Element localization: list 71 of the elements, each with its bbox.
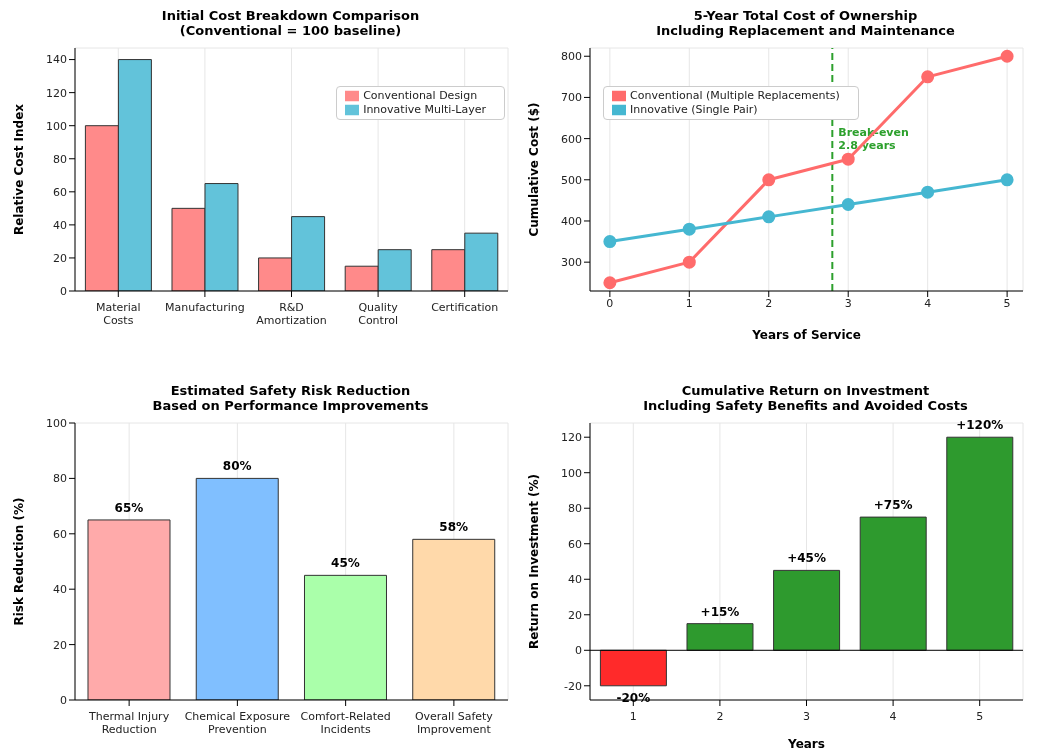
x-axis-title: Years of Service bbox=[751, 328, 861, 342]
y-axis-title: Risk Reduction (%) bbox=[12, 497, 27, 626]
y-axis-title: Return on Investment (%) bbox=[527, 473, 542, 650]
x-tick-label: 5 bbox=[1003, 296, 1011, 310]
y-tick-label: 20 bbox=[568, 608, 582, 622]
x-tick-label: Quality Control bbox=[358, 301, 399, 327]
y-tick-label: 80 bbox=[568, 502, 582, 516]
y-tick-label: 0 bbox=[60, 284, 67, 298]
data-label: +15% bbox=[700, 604, 740, 619]
y-tick-label: 80 bbox=[53, 472, 67, 486]
data-label: 45% bbox=[331, 556, 360, 571]
x-tick-label: Thermal Injury Reduction bbox=[88, 710, 170, 736]
data-label: +75% bbox=[873, 498, 913, 513]
y-tick-label: 40 bbox=[568, 573, 582, 587]
legend-label: Innovative Multi-Layer bbox=[363, 103, 486, 116]
y-tick-label: 120 bbox=[561, 431, 582, 445]
x-tick-label: 0 bbox=[606, 296, 614, 310]
x-tick-label: 4 bbox=[889, 710, 897, 723]
chart-title: Cumulative Return on Investment Including Safety Benefits and Avoided Costs bbox=[642, 383, 969, 413]
legend-label: Conventional (Multiple Replacements) bbox=[630, 89, 840, 102]
x-tick-label: Comfort-Related Incidents bbox=[300, 710, 391, 736]
y-tick-label: 100 bbox=[46, 119, 67, 133]
y-tick-label: -20 bbox=[564, 679, 582, 693]
y-axis-title: Relative Cost Index bbox=[12, 103, 27, 236]
y-tick-label: 40 bbox=[53, 583, 67, 597]
x-axis-title: Years bbox=[787, 737, 825, 751]
x-tick-label: 5 bbox=[976, 710, 984, 723]
y-axis-title: Cumulative Cost ($) bbox=[527, 102, 542, 237]
y-tick-label: 800 bbox=[561, 50, 582, 64]
data-label: 58% bbox=[439, 520, 469, 535]
y-tick-label: 20 bbox=[53, 251, 67, 265]
y-tick-label: 60 bbox=[53, 527, 67, 541]
y-tick-label: 100 bbox=[46, 416, 67, 430]
x-tick-label: Material Costs bbox=[95, 301, 141, 327]
y-tick-label: 100 bbox=[561, 466, 582, 480]
y-tick-label: 700 bbox=[561, 91, 582, 105]
x-tick-label: 1 bbox=[685, 296, 693, 310]
x-tick-label: 2 bbox=[716, 710, 724, 723]
legend-label: Conventional Design bbox=[363, 89, 478, 102]
chart-title: Initial Cost Breakdown Comparison (Conventional = 100 baseline) bbox=[160, 8, 421, 38]
data-label: 65% bbox=[114, 500, 144, 515]
chart-title: 5-Year Total Cost of Ownership Including Replacement and Maintenance bbox=[655, 8, 956, 38]
x-tick-label: Certification bbox=[431, 301, 499, 314]
y-tick-label: 0 bbox=[60, 693, 67, 707]
y-tick-label: 400 bbox=[561, 214, 582, 228]
legend-label: Innovative (Single Pair) bbox=[630, 103, 758, 116]
x-tick-label: Manufacturing bbox=[165, 301, 245, 314]
x-tick-label: 2 bbox=[765, 296, 773, 310]
x-tick-label: 3 bbox=[844, 296, 852, 310]
data-label: +120% bbox=[956, 418, 1004, 433]
x-tick-label: Overall Safety Improvement bbox=[414, 710, 494, 736]
x-tick-label: Chemical Exposure Prevention bbox=[184, 710, 291, 736]
y-tick-label: 80 bbox=[53, 152, 67, 166]
y-tick-label: 60 bbox=[568, 537, 582, 551]
y-tick-label: 500 bbox=[561, 173, 582, 187]
y-tick-label: 0 bbox=[575, 644, 582, 658]
y-tick-label: 40 bbox=[53, 218, 67, 232]
y-tick-label: 60 bbox=[53, 185, 67, 199]
x-tick-label: 1 bbox=[629, 710, 637, 723]
y-tick-label: 140 bbox=[46, 53, 67, 67]
data-label: -20% bbox=[616, 690, 651, 705]
x-tick-label: R&D Amortization bbox=[256, 301, 327, 327]
x-tick-label: 3 bbox=[803, 710, 810, 723]
chart-title: Estimated Safety Risk Reduction Based on Performance Improvements bbox=[151, 383, 430, 413]
y-tick-label: 20 bbox=[53, 638, 67, 652]
y-tick-label: 600 bbox=[561, 132, 582, 146]
y-tick-label: 300 bbox=[561, 256, 582, 270]
x-tick-label: 4 bbox=[924, 296, 932, 310]
data-label: 80% bbox=[222, 459, 252, 474]
data-label: +45% bbox=[787, 551, 826, 566]
y-tick-label: 120 bbox=[46, 86, 67, 100]
